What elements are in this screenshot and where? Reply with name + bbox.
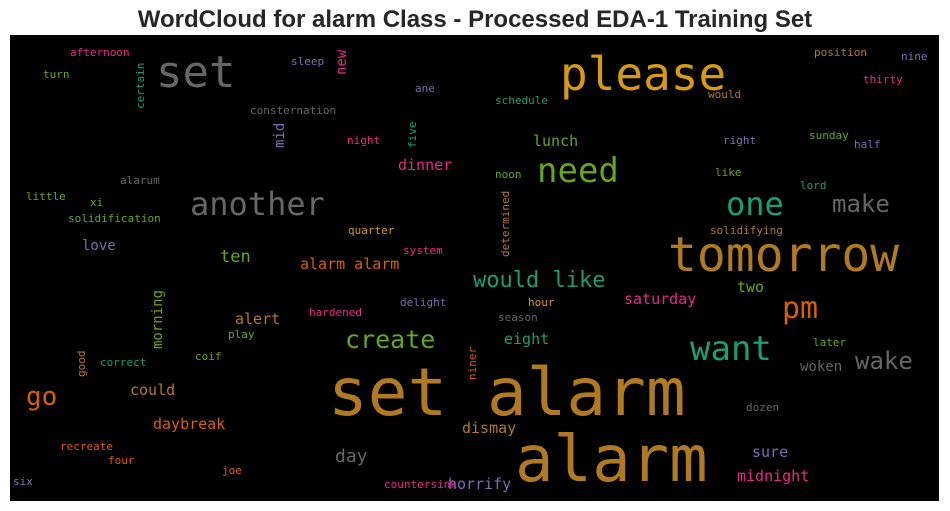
word-would-like: would like: [473, 268, 606, 293]
word-horrify: horrify: [448, 475, 512, 493]
word-afternoon: afternoon: [70, 46, 130, 59]
word-another: another: [190, 185, 325, 223]
word-midnight: midnight: [737, 467, 810, 485]
word-create: create: [345, 325, 436, 354]
word-ten: ten: [220, 247, 251, 267]
word-solidification: solidification: [68, 212, 161, 225]
word-lunch: lunch: [533, 132, 579, 150]
word-later: later: [813, 336, 847, 349]
word-need: need: [537, 151, 619, 191]
word-sleep: sleep: [291, 55, 325, 68]
word-coif: coif: [195, 350, 222, 363]
word-day: day: [335, 446, 368, 467]
word-dinner: dinner: [398, 156, 453, 174]
word-please: please: [560, 47, 727, 101]
word-countersink: countersink: [384, 478, 457, 491]
word-alert: alert: [235, 310, 281, 328]
chart-title: WordCloud for alarm Class - Processed ED…: [137, 6, 813, 33]
word-alarm-alarm: alarm alarm: [300, 255, 400, 273]
word-pm: pm: [782, 291, 819, 326]
word-good: good: [75, 350, 88, 378]
word-mid: mid: [272, 122, 288, 148]
word-noon: noon: [495, 168, 522, 181]
word-sure: sure: [752, 443, 789, 461]
word-woken: woken: [800, 359, 843, 375]
word-solidifying: solidifying: [710, 224, 783, 237]
word-half: half: [854, 138, 881, 151]
word-dozen: dozen: [746, 401, 780, 414]
word-season: season: [498, 311, 538, 324]
word-quarter: quarter: [348, 224, 395, 237]
word-two: two: [737, 278, 765, 296]
word-hardened: hardened: [309, 306, 362, 319]
word-tomorrow: tomorrow: [668, 227, 900, 283]
word-play: play: [228, 328, 255, 341]
word-correct: correct: [100, 356, 147, 369]
word-daybreak: daybreak: [153, 415, 226, 433]
word-one: one: [726, 185, 784, 223]
word-saturday: saturday: [624, 290, 697, 308]
word-four: four: [108, 454, 135, 467]
word-wake: wake: [855, 347, 913, 375]
word-six: six: [13, 475, 33, 488]
word-right: right: [723, 134, 757, 147]
word-determined: determined: [499, 190, 512, 257]
word-dismay: dismay: [462, 419, 517, 437]
word-xi: xi: [90, 196, 104, 209]
word-system: system: [403, 244, 443, 257]
word-set-alarm: set alarm: [328, 354, 686, 431]
word-schedule: schedule: [495, 94, 548, 107]
word-make: make: [832, 190, 890, 218]
word-consternation: consternation: [250, 104, 337, 117]
word-would: would: [708, 88, 742, 101]
word-nine: nine: [901, 50, 928, 63]
word-like: like: [715, 166, 742, 179]
word-niner: niner: [466, 346, 479, 380]
word-recreate: recreate: [60, 440, 113, 453]
word-love: love: [82, 238, 116, 254]
word-position: position: [814, 46, 867, 59]
word-alarum: alarum: [120, 174, 160, 187]
word-new: new: [334, 49, 350, 75]
word-little: little: [26, 190, 66, 203]
word-night: night: [347, 134, 381, 147]
word-want: want: [690, 329, 772, 369]
word-certain: certain: [134, 62, 147, 109]
word-delight: delight: [400, 296, 447, 309]
word-lord: lord: [800, 179, 827, 192]
word-joe: joe: [222, 464, 242, 477]
wordcloud-canvas: set alarm alarm tomorrow please set need want a…: [10, 35, 939, 501]
word-morning: morning: [150, 289, 166, 349]
word-five: five: [406, 121, 419, 149]
word-sunday: sunday: [809, 129, 849, 142]
word-could: could: [130, 381, 176, 399]
word-thirty: thirty: [863, 73, 903, 86]
word-go: go: [26, 382, 58, 412]
word-eight: eight: [504, 330, 550, 348]
word-alarm: alarm: [515, 423, 708, 497]
word-set: set: [156, 47, 236, 98]
word-turn: turn: [43, 68, 70, 81]
word-hour: hour: [528, 296, 555, 309]
word-ane: ane: [415, 82, 435, 95]
